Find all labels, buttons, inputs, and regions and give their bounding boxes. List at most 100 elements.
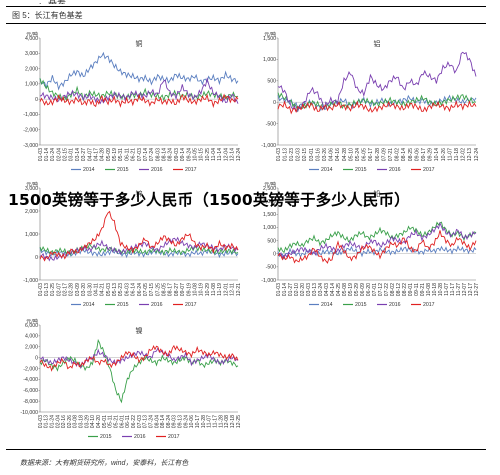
x-tick-label: 02-03 — [296, 148, 302, 161]
x-tick-label: 01-03 — [38, 283, 44, 296]
x-tick-label: 05-13 — [112, 283, 118, 296]
x-tick-label: 11-27 — [456, 283, 462, 296]
x-tick-label: 03-16 — [315, 148, 321, 161]
y-tick-label: -8,000 — [23, 399, 38, 405]
x-tick-label: 02-04 — [56, 148, 62, 161]
x-tick-label: 06-17 — [368, 148, 374, 161]
x-tick-label: 01-24 — [50, 148, 56, 161]
x-tick-label: 09-03 — [174, 148, 180, 161]
x-tick-label: 06-24 — [137, 283, 143, 296]
x-tick-label: 05-31 — [118, 148, 124, 161]
x-tick-label: 10-28 — [438, 283, 444, 296]
x-tick-label: 12-24 — [236, 148, 242, 161]
y-tick-label: 500 — [267, 238, 276, 244]
x-tick-label: 07-01 — [372, 283, 378, 296]
x-tick-label: 06-09 — [360, 283, 366, 296]
x-tick-label: 12-18 — [230, 415, 236, 428]
x-tick-label: 09-06 — [414, 148, 420, 161]
x-tick-label: 10-29 — [205, 283, 211, 296]
legend-label-2014: 2014 — [83, 302, 95, 308]
legend-label-2015: 2015 — [117, 302, 129, 308]
x-tick-label: 04-03 — [324, 283, 330, 296]
x-tick-label: 10-08 — [426, 283, 432, 296]
x-tick-label: 12-25 — [236, 415, 242, 428]
y-tick-label: -10,000 — [20, 410, 38, 416]
x-tick-label: 07-03 — [137, 148, 143, 161]
x-tick-label: 03-20 — [81, 283, 87, 296]
x-tick-label: 10-15 — [199, 148, 205, 161]
unit-label: 元/吨 — [264, 180, 276, 188]
x-tick-label: 12-07 — [462, 283, 468, 296]
x-tick-label: 03-03 — [306, 283, 312, 296]
x-tick-label: 05-03 — [106, 283, 112, 296]
y-tick-label: 3,000 — [25, 51, 38, 57]
x-tick-label: 07-03 — [137, 415, 143, 428]
x-tick-label: 09-03 — [172, 415, 178, 428]
x-tick-label: 05-08 — [342, 283, 348, 296]
x-tick-label: 11-04 — [211, 148, 217, 161]
x-tick-label: 12-08 — [224, 415, 230, 428]
x-tick-label: 02-28 — [69, 283, 75, 296]
y-tick-label: -1,000 — [261, 278, 276, 284]
x-tick-label: 02-15 — [63, 148, 69, 161]
x-tick-label: 04-06 — [329, 148, 335, 161]
y-tick-label: 2,000 — [263, 199, 276, 205]
x-tick-label: 09-24 — [186, 148, 192, 161]
copper-basis-chart: 元/吨铜 4,000 3,000 2,000 1,000 0 -1,000 -2,000 -3,… — [12, 30, 242, 175]
series-line-2014 — [277, 245, 477, 261]
y-tick-label: 2,000 — [25, 66, 38, 72]
x-tick-label: 08-14 — [160, 415, 166, 428]
x-tick-label: 03-27 — [81, 148, 87, 161]
x-tick-label: 11-28 — [218, 415, 224, 428]
series-line-2016 — [40, 346, 239, 369]
x-tick-label: 07-21 — [388, 148, 394, 161]
legend-label-2016: 2016 — [151, 302, 163, 308]
x-tick-label: 09-14 — [180, 148, 186, 161]
series-line-2015 — [39, 338, 239, 404]
x-tick-label: 02-17 — [63, 283, 69, 296]
series-line-2017 — [39, 344, 239, 372]
x-tick-label: 01-03 — [276, 283, 282, 296]
x-tick-label: 07-13 — [143, 415, 149, 428]
x-tick-label: 11-07 — [447, 148, 453, 161]
x-tick-label: 02-15 — [302, 148, 308, 161]
source-footer: 数据来源：大有期货研究所，wind，安泰科，长江有色 — [6, 449, 486, 467]
x-tick-label: 01-13 — [44, 283, 50, 296]
x-tick-label: 11-07 — [207, 415, 213, 428]
x-tick-label: 03-01 — [69, 148, 75, 161]
x-tick-label: 01-13 — [282, 148, 288, 161]
x-tick-label: 10-08 — [192, 283, 198, 296]
legend-label-2016: 2016 — [151, 167, 163, 173]
x-tick-label: 09-11 — [414, 283, 420, 296]
x-tick-label: 03-29 — [84, 415, 90, 428]
x-tick-label: 11-14 — [217, 148, 223, 161]
x-tick-label: 03-24 — [318, 283, 324, 296]
series-line-2017 — [277, 100, 477, 115]
x-tick-label: 01-27 — [288, 283, 294, 296]
zinc-basis-chart: 元/吨锌 3,000 2,000 1,000 0 -1,000 01-03 01-13 01-2… — [12, 180, 242, 310]
x-tick-label: 09-13 — [178, 415, 184, 428]
x-tick-label: 05-19 — [112, 148, 118, 161]
x-tick-label: 06-14 — [131, 283, 137, 296]
figure-caption: 图 5：长江有色基差 — [12, 11, 83, 20]
x-tick-label: 07-09 — [381, 148, 387, 161]
x-tick-label: 01-14 — [44, 148, 50, 161]
x-tick-label: 12-11 — [230, 283, 236, 296]
x-tick-label: 04-21 — [100, 283, 106, 296]
x-tick-label: 12-04 — [223, 148, 229, 161]
x-tick-label: 06-03 — [124, 283, 130, 296]
series-line-2014 — [39, 51, 239, 91]
legend-label-2017: 2017 — [168, 434, 180, 440]
x-tick-label: 08-14 — [162, 148, 168, 161]
legend-label-2016: 2016 — [134, 434, 146, 440]
y-tick-label: 4,000 — [25, 334, 38, 340]
x-tick-label: 02-26 — [67, 415, 73, 428]
y-tick-label: 2,000 — [25, 209, 38, 215]
x-tick-label: 07-24 — [148, 415, 154, 428]
x-tick-label: 08-12 — [396, 283, 402, 296]
nickel-basis-chart: 元/吨镍 6,000 4,000 2,000 0 -2,000 -4,000 -6,000 -8… — [12, 317, 242, 442]
x-tick-label: 12-13 — [467, 148, 473, 161]
x-tick-label: 01-03 — [276, 148, 282, 161]
x-tick-label: 07-12 — [378, 283, 384, 296]
